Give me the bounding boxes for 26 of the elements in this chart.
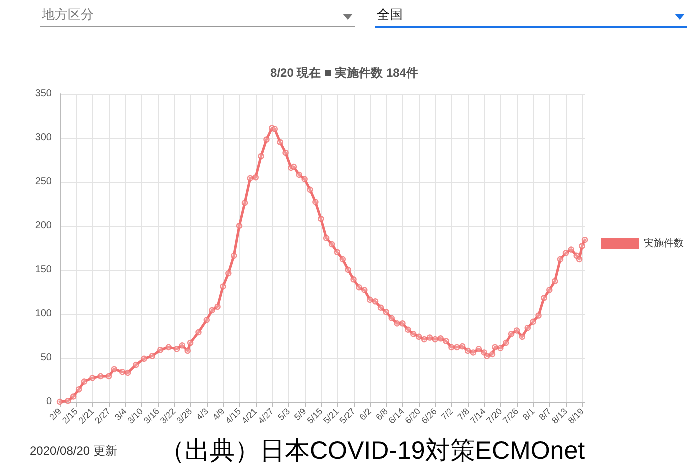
- y-tick-label: 150: [35, 264, 52, 276]
- y-tick-label: 50: [40, 352, 52, 364]
- x-tick-label: 6/2: [358, 406, 374, 422]
- x-tick-label: 8/1: [520, 406, 537, 422]
- y-tick-label: 100: [35, 308, 52, 320]
- x-tick-label: 5/21: [322, 406, 341, 426]
- text: 2020/08/20 更新: [30, 443, 118, 460]
- y-tick-label: 350: [35, 88, 52, 100]
- x-tick-label: 2/21: [76, 406, 96, 426]
- text: 地方区分: [40, 6, 355, 27]
- x-tick-label: 3/28: [174, 406, 194, 426]
- y-tick-label: 200: [35, 220, 52, 232]
- x-tick-label: 2/9: [48, 406, 64, 422]
- x-tick-label: 5/9: [292, 406, 308, 422]
- chart-title: 8/20 現在 ■ 実施件数 184件: [270, 66, 418, 80]
- x-tick-label: 4/21: [240, 406, 260, 426]
- x-tick-label: 7/2: [439, 406, 456, 422]
- y-tick-label: 250: [35, 176, 52, 188]
- text: （出典）日本COVID-19対策ECMOnet: [160, 436, 586, 467]
- text: 全国: [375, 6, 687, 28]
- x-tick-label: 5/3: [276, 406, 292, 422]
- y-tick-label: 0: [46, 396, 52, 408]
- legend-label: 実施件数: [644, 238, 684, 250]
- y-tick-label: 300: [35, 132, 52, 144]
- x-tick-label: 4/3: [194, 406, 210, 422]
- x-tick-label: 4/9: [210, 406, 227, 422]
